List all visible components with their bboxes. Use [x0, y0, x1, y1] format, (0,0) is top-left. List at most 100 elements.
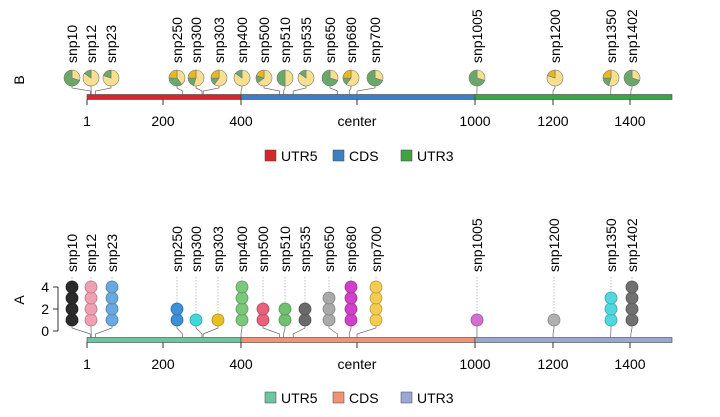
snp-dot: [369, 291, 383, 305]
snp-stem: [95, 326, 113, 338]
snp-dot: [625, 291, 639, 305]
x-tick-label: 1000: [459, 113, 490, 129]
x-tick-label: 200: [151, 356, 175, 372]
snp-stem: [630, 86, 633, 95]
snp-dot: [65, 280, 79, 294]
snp-dots-snp1350: [604, 291, 618, 327]
y-tick-label: 0: [41, 323, 49, 339]
snp-stem: [176, 86, 183, 95]
snp-stem: [552, 326, 555, 338]
snp-pie-snp680: [342, 69, 360, 87]
snp-dot: [189, 313, 203, 327]
pie-slice: [168, 69, 178, 79]
snp-label: snp680: [343, 17, 359, 63]
snp-stem: [240, 86, 243, 95]
snp-label: snp250: [169, 226, 185, 272]
pie-slice: [187, 69, 197, 79]
snp-label: snp23: [104, 234, 120, 272]
feature-segment-cds: [240, 94, 476, 100]
snp-label: snp700: [368, 226, 384, 272]
snp-dot: [278, 313, 292, 327]
panel-a-label: A: [11, 295, 27, 305]
snp-dot: [84, 313, 98, 327]
snp-pie-snp10: [63, 69, 81, 87]
snp-pie-snp12: [82, 69, 100, 87]
pie-slice: [546, 69, 564, 87]
pie-slice: [176, 69, 186, 85]
snp-pie-snp1350: [602, 69, 620, 87]
snp-pie-snp510: [276, 69, 294, 87]
snp-dot: [369, 280, 383, 294]
snp-label: snp500: [255, 226, 271, 272]
snp-dots-snp650: [322, 291, 336, 327]
pie-slice: [468, 69, 485, 87]
snp-dot: [604, 313, 618, 327]
snp-stem: [292, 86, 307, 95]
snp-dot: [65, 302, 79, 316]
x-tick-label: 200: [151, 113, 175, 129]
x-tick-label: 400: [229, 356, 253, 372]
panel-b-label: B: [11, 75, 27, 84]
snp-dots-snp300: [189, 313, 203, 327]
pie-slice: [257, 69, 273, 87]
x-tick-label: 1000: [459, 356, 490, 372]
pie-slice: [602, 69, 612, 79]
legend-label-cds: CDS: [349, 148, 379, 164]
pie-slice: [63, 69, 80, 87]
snp-label: snp12: [83, 234, 99, 272]
snp-label: snp400: [234, 17, 250, 63]
pie-slice: [366, 69, 383, 87]
snp-label: snp650: [322, 17, 338, 63]
legend-label-utr5: UTR5: [281, 390, 318, 406]
snp-stem: [356, 326, 377, 338]
legend-swatch-utr5: [264, 149, 277, 162]
snp-dots-snp500: [256, 302, 270, 327]
snp-stem: [263, 86, 281, 95]
snp-pie-snp1005: [468, 69, 486, 87]
legend-swatch-utr3: [400, 149, 413, 162]
snp-dot: [298, 313, 312, 327]
snp-dots-snp1402: [625, 280, 639, 327]
snp-label: snp700: [367, 17, 383, 63]
pie-slice: [547, 69, 556, 79]
x-tick-label: center: [338, 356, 377, 372]
legend-label-utr5: UTR5: [281, 148, 318, 164]
snp-stem: [195, 86, 203, 95]
snp-dots-snp1005: [470, 313, 484, 327]
snp-dot: [105, 280, 119, 294]
snp-label: snp535: [297, 226, 313, 272]
x-tick-label: 1200: [537, 356, 568, 372]
snp-dot: [278, 302, 292, 316]
snp-pie-snp650: [321, 69, 339, 87]
y-tick-label: 4: [41, 279, 49, 295]
snp-label: snp1350: [603, 9, 619, 63]
x-tick-label: 400: [229, 113, 253, 129]
snp-dot: [235, 280, 249, 294]
x-tick-label: 1400: [614, 356, 645, 372]
x-tick-label: 1400: [614, 113, 645, 129]
snp-stem: [552, 86, 556, 95]
snp-dot: [625, 280, 639, 294]
snp-stem: [202, 326, 219, 338]
snp-stem: [356, 86, 376, 95]
legend-label-utr3: UTR3: [417, 148, 454, 164]
snp-pie-snp400: [233, 69, 251, 87]
x-tick-label: 1: [83, 356, 91, 372]
snp-dot: [322, 313, 336, 327]
snp-stem: [328, 326, 339, 338]
snp-label: snp23: [103, 25, 119, 63]
snp-dot: [170, 313, 184, 327]
pie-slice: [103, 69, 112, 79]
snp-dot: [235, 302, 249, 316]
snp-dot: [235, 313, 249, 327]
snp-dots-snp303: [211, 313, 225, 327]
snp-dot: [625, 302, 639, 316]
legend-swatch-cds: [332, 391, 345, 404]
legend-swatch-cds: [332, 149, 345, 162]
feature-segment-utr3: [474, 337, 673, 343]
snp-stem: [95, 86, 112, 95]
snp-label: snp510: [277, 17, 293, 63]
